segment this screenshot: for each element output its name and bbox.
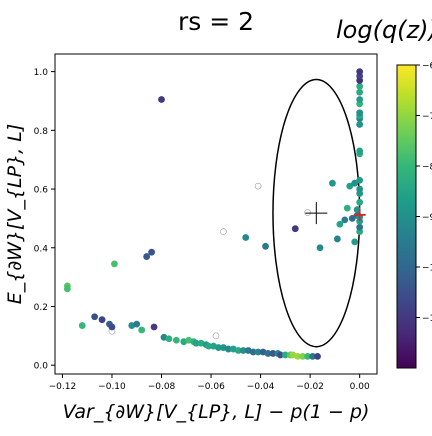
data-point xyxy=(356,96,364,103)
data-point xyxy=(351,238,359,246)
data-point xyxy=(254,348,262,356)
y-tick-label: 0.0 xyxy=(34,362,49,372)
data-point xyxy=(356,109,364,117)
data-point xyxy=(346,182,354,190)
data-point xyxy=(192,339,200,347)
y-tick-label: 0.6 xyxy=(34,186,49,196)
data-point xyxy=(314,352,321,360)
x-tick-label: −0.10 xyxy=(98,382,126,392)
data-point xyxy=(143,253,151,260)
x-tick-label: −0.02 xyxy=(296,382,324,392)
data-point xyxy=(158,96,165,103)
hollow-point xyxy=(304,209,311,216)
colorbar-tick-label: −8 xyxy=(422,163,432,173)
data-point xyxy=(291,225,299,233)
data-point xyxy=(269,350,277,357)
colorbar-tick-label: −10 xyxy=(422,264,432,274)
x-tick-label: 0.00 xyxy=(350,382,370,392)
data-point xyxy=(234,347,242,354)
data-point xyxy=(262,242,269,250)
data-point xyxy=(336,220,344,228)
x-tick-label: −0.08 xyxy=(148,382,176,392)
data-point xyxy=(356,68,364,76)
data-point xyxy=(299,352,307,360)
data-point xyxy=(343,204,351,212)
y-tick-label: 0.4 xyxy=(34,244,49,254)
y-tick-label: 0.2 xyxy=(34,303,48,313)
colorbar-tick-label: −7 xyxy=(422,112,432,122)
data-point xyxy=(329,179,336,187)
data-point xyxy=(63,285,71,293)
data-point xyxy=(333,235,341,243)
y-tick-label: 1.0 xyxy=(34,68,49,78)
data-point xyxy=(281,351,289,359)
y-tick-label: 0.8 xyxy=(34,127,49,137)
data-point xyxy=(356,185,364,193)
chart-title: rs = 2 xyxy=(178,7,254,36)
data-point xyxy=(356,88,364,96)
data-point xyxy=(249,348,257,356)
data-point xyxy=(148,248,156,256)
data-point xyxy=(150,323,158,331)
data-point xyxy=(111,260,118,268)
hollow-point xyxy=(220,228,227,235)
data-point xyxy=(205,342,212,350)
data-point xyxy=(133,320,141,328)
colorbar-title: log(q(z)) xyxy=(336,16,432,44)
colorbar-tick-label: −9 xyxy=(422,213,432,223)
data-point xyxy=(264,350,272,357)
x-axis-label: Var_{∂W}[V_{LP}, L] − p(1 − p) xyxy=(63,401,370,423)
data-point xyxy=(356,121,364,128)
data-point xyxy=(91,313,99,321)
x-tick-label: −0.04 xyxy=(247,382,275,392)
data-point xyxy=(341,216,349,224)
data-point xyxy=(316,244,324,252)
data-point xyxy=(98,316,106,324)
data-point xyxy=(108,323,116,331)
data-point xyxy=(215,344,222,351)
data-point xyxy=(356,198,364,206)
data-point xyxy=(304,352,312,360)
data-point xyxy=(239,347,247,354)
data-point xyxy=(356,176,364,184)
data-point xyxy=(356,82,364,90)
colorbar-tick-label: −11 xyxy=(422,314,432,324)
colorbar-tick-label: −6 xyxy=(422,62,432,72)
data-point xyxy=(309,352,316,360)
data-point xyxy=(356,223,364,231)
data-point xyxy=(294,352,302,360)
hollow-point xyxy=(254,182,262,190)
data-point xyxy=(277,351,284,359)
x-tick-label: −0.12 xyxy=(49,382,77,392)
data-point xyxy=(348,215,356,222)
plot-frame xyxy=(54,53,378,375)
data-point xyxy=(172,336,180,344)
data-point xyxy=(356,147,364,155)
data-point xyxy=(138,326,146,334)
data-point xyxy=(351,179,359,187)
hollow-point xyxy=(212,332,220,340)
data-point xyxy=(224,345,232,353)
x-tick-label: −0.06 xyxy=(197,382,225,392)
data-point xyxy=(78,322,86,329)
data-point xyxy=(242,234,250,241)
data-point xyxy=(165,335,173,343)
y-axis-label: E_{∂W}[V_{LP}, L] xyxy=(4,124,26,305)
colorbar xyxy=(396,64,417,369)
